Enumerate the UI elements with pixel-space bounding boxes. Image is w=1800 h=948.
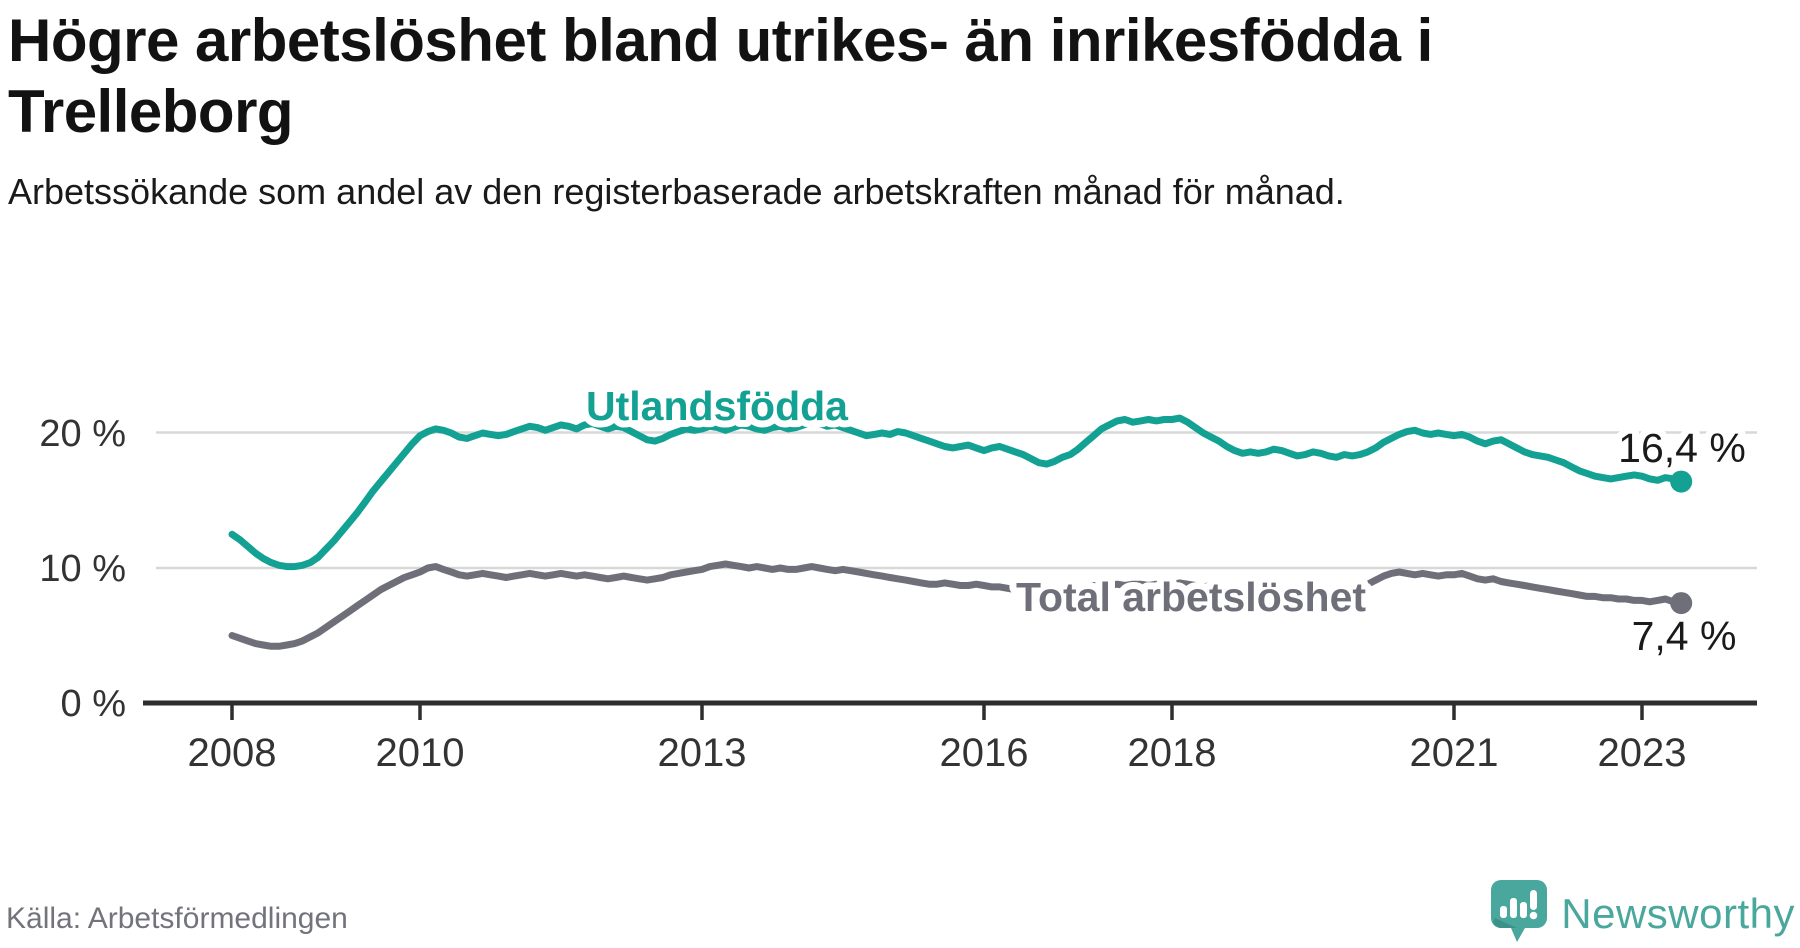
x-tick-label-2023: 2023 bbox=[1598, 731, 1687, 775]
end-value-foreign-born: 16,4 % bbox=[1618, 425, 1746, 471]
end-dot-foreign-born bbox=[1670, 470, 1693, 493]
brand-name: Newsworthy bbox=[1561, 890, 1795, 937]
brand-lockup: Newsworthy bbox=[1491, 880, 1795, 948]
newsworthy-logo-icon bbox=[1491, 880, 1548, 942]
x-tick-label-2021: 2021 bbox=[1410, 731, 1499, 775]
exclamation-glyph bbox=[1529, 890, 1538, 920]
y-axis-labels: 20 % 10 % 0 % bbox=[39, 413, 126, 725]
line-foreign-born bbox=[228, 414, 1685, 571]
chart-subtitle: Arbetssökande som andel av den registerb… bbox=[8, 171, 1345, 212]
speech-bubble-shape bbox=[1491, 880, 1548, 942]
series-label-foreign-born: Utlandsfödda bbox=[586, 383, 849, 429]
x-tick-label-2013: 2013 bbox=[658, 731, 747, 775]
x-axis-ticks bbox=[230, 705, 1644, 720]
source-attribution: Källa: Arbetsförmedlingen bbox=[6, 902, 348, 935]
x-tick-label-2010: 2010 bbox=[376, 731, 465, 775]
y-tick-label-0: 0 % bbox=[61, 683, 126, 725]
x-tick-label-2018: 2018 bbox=[1128, 731, 1217, 775]
bubble-fold-shade bbox=[1493, 918, 1518, 928]
gridlines bbox=[156, 431, 1757, 570]
x-tick-label-2016: 2016 bbox=[940, 731, 1029, 775]
x-axis-labels: 2008 2010 2013 2016 2018 2021 2023 bbox=[188, 731, 1687, 775]
y-tick-label-10: 10 % bbox=[39, 548, 126, 590]
series-label-total: Total arbetslöshet bbox=[1016, 574, 1366, 620]
x-tick-label-2008: 2008 bbox=[188, 731, 277, 775]
end-value-total: 7,4 % bbox=[1632, 613, 1737, 659]
bar-chart-glyph bbox=[1500, 898, 1528, 918]
end-dot-total bbox=[1670, 592, 1693, 615]
chart-title: Högre arbetslöshet bland utrikes- än inr… bbox=[8, 7, 1433, 145]
y-tick-label-20: 20 % bbox=[39, 413, 126, 455]
line-total-unemployment bbox=[228, 560, 1685, 650]
